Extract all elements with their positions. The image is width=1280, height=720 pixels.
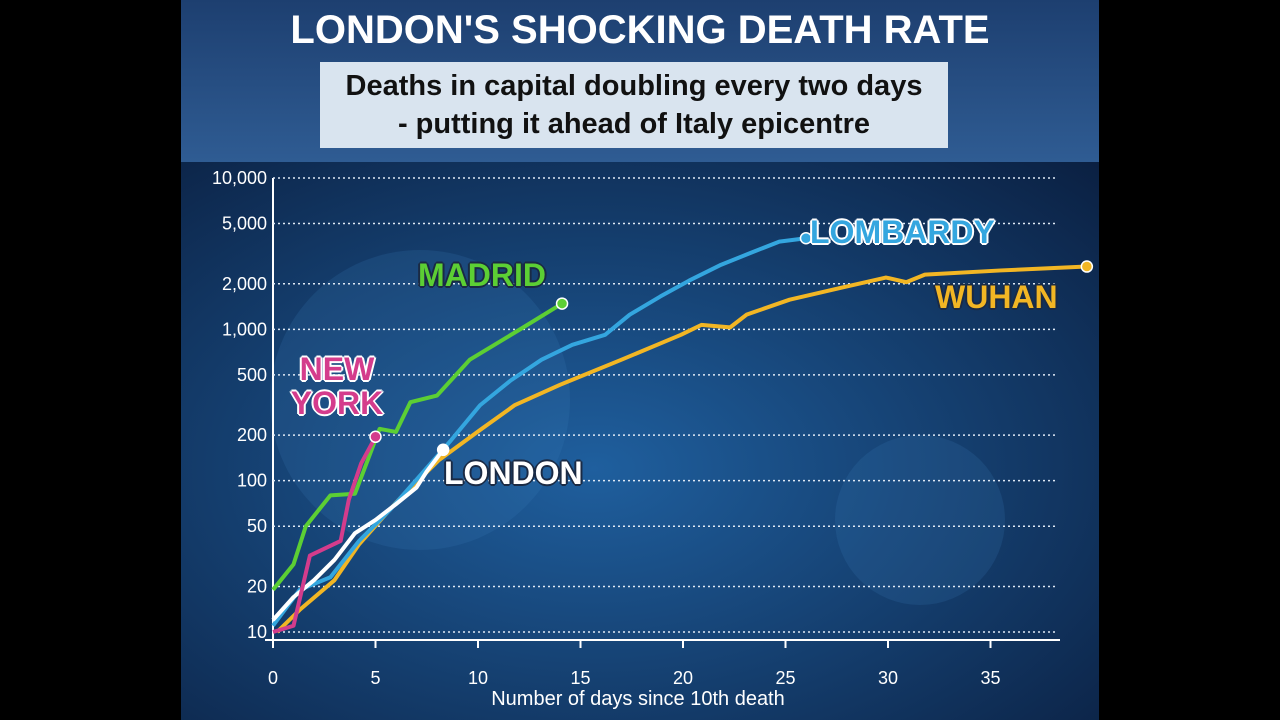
subtitle: Deaths in capital doubling every two day… xyxy=(320,62,948,148)
y-tick-label: 10 xyxy=(247,622,267,642)
virus-decoration xyxy=(835,435,1005,605)
end-point xyxy=(369,430,382,444)
x-tick-label: 20 xyxy=(673,668,693,688)
series-label: LOMBARDY xyxy=(810,214,995,250)
plot-background xyxy=(181,162,1099,720)
series-line xyxy=(272,435,378,634)
x-tick-label: 5 xyxy=(370,668,380,688)
x-tick-label: 0 xyxy=(268,668,278,688)
end-point xyxy=(1080,260,1094,273)
series-label: WUHAN xyxy=(935,279,1058,315)
y-tick-label: 200 xyxy=(237,425,267,445)
x-axis-label: Number of days since 10th death xyxy=(491,688,785,710)
end-point xyxy=(799,231,813,245)
y-tick-label: 10,000 xyxy=(212,168,267,188)
title: LONDON'S SHOCKING DEATH RATE xyxy=(290,8,990,52)
y-tick-label: 50 xyxy=(247,516,267,536)
end-point xyxy=(555,297,569,310)
series-label: NEW YORK xyxy=(290,351,384,421)
y-tick-label: 100 xyxy=(237,471,267,491)
x-tick-label: 25 xyxy=(775,668,795,688)
y-tick-label: 20 xyxy=(247,576,267,596)
series-line xyxy=(271,301,564,592)
x-tick-label: 35 xyxy=(980,668,1000,688)
end-point xyxy=(436,443,450,457)
series-line xyxy=(271,236,807,627)
x-tick-label: 15 xyxy=(570,668,590,688)
y-tick-label: 500 xyxy=(237,365,267,385)
x-tick-label: 10 xyxy=(468,668,488,688)
y-tick-label: 1,000 xyxy=(222,319,267,339)
series-label: LONDON xyxy=(444,455,583,491)
y-tick-label: 5,000 xyxy=(222,214,267,234)
x-tick-label: 30 xyxy=(878,668,898,688)
y-tick-label: 2,000 xyxy=(222,274,267,294)
series-label: MADRID xyxy=(418,257,546,293)
